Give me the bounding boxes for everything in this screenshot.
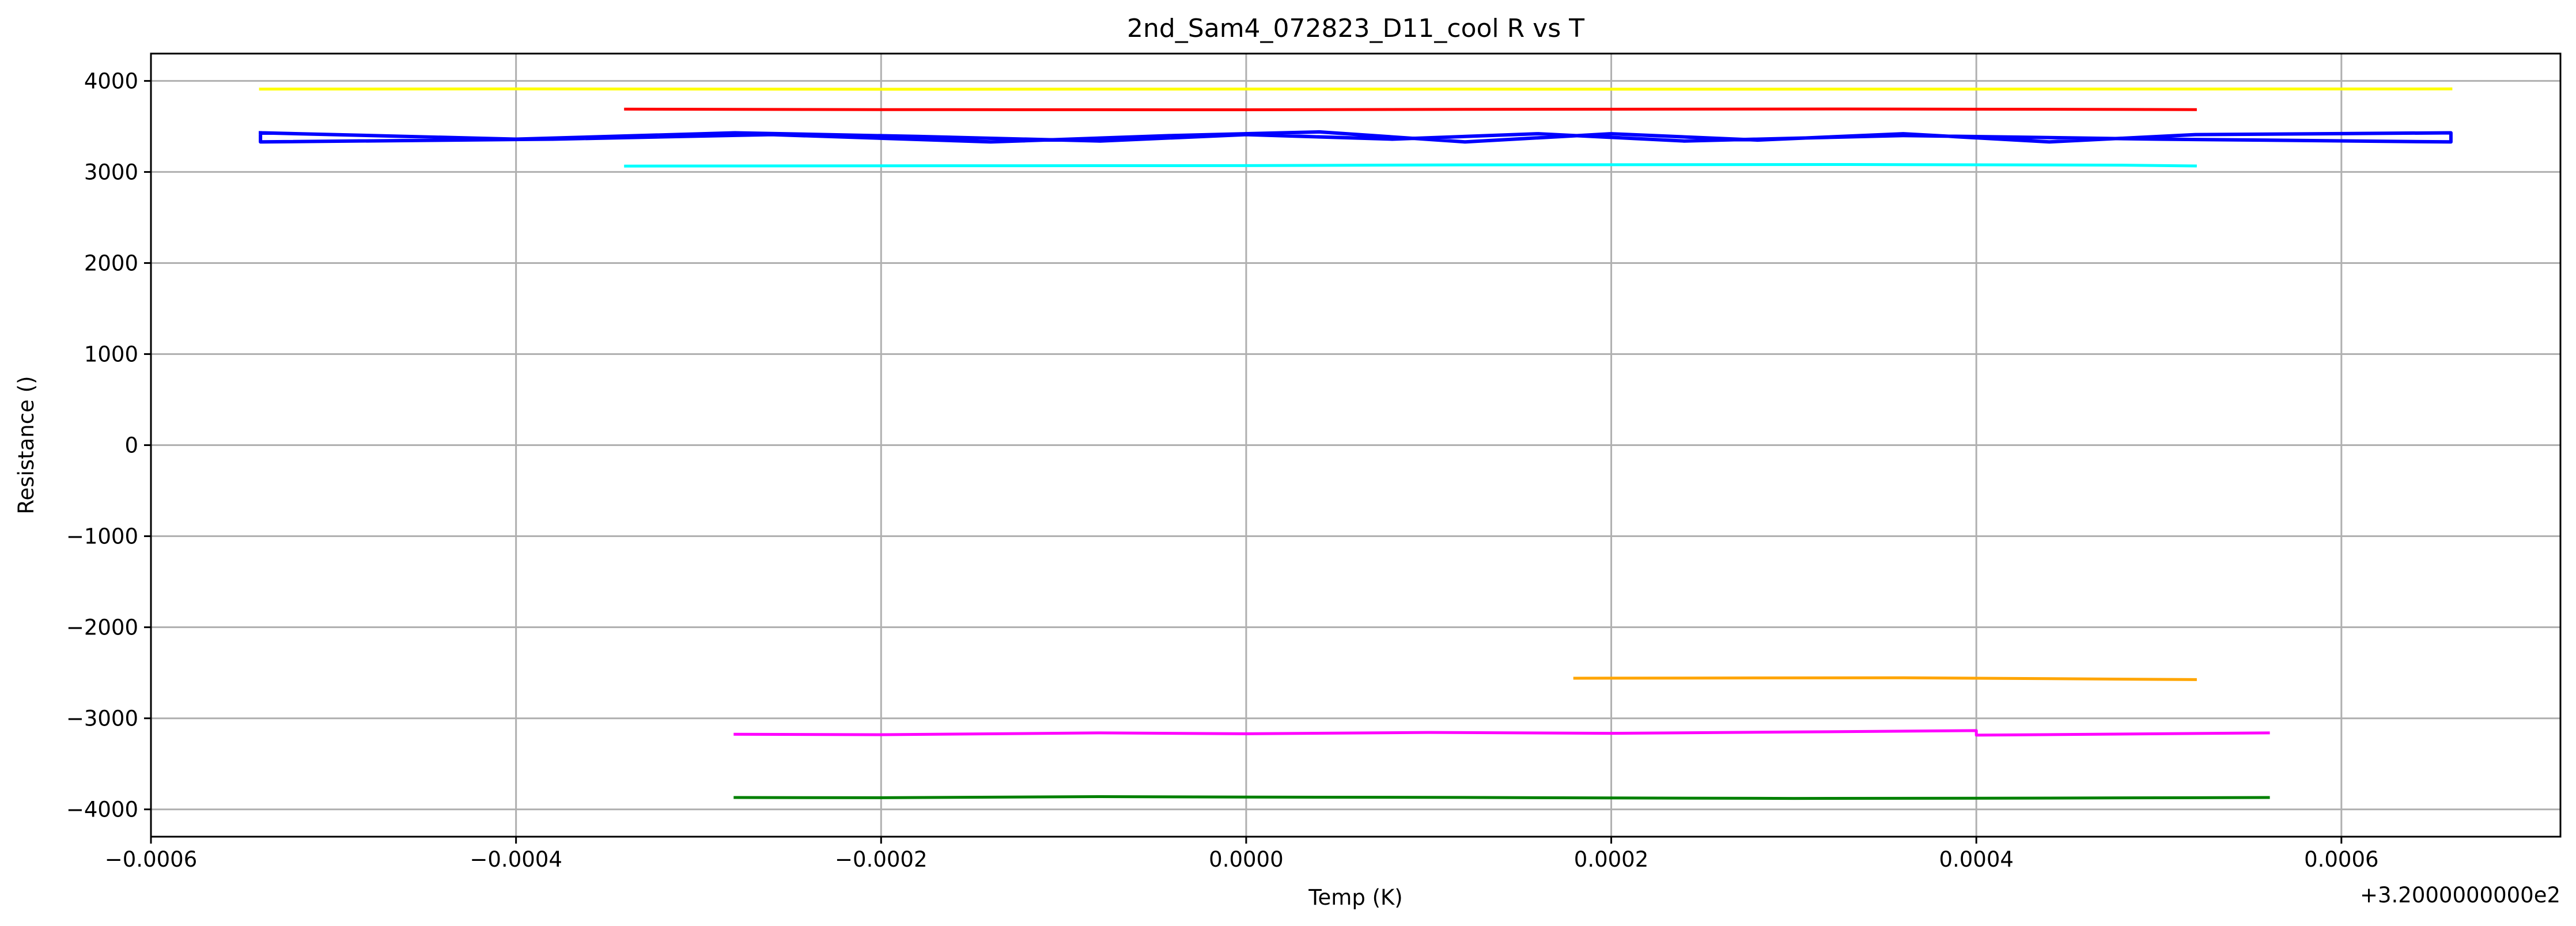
x-axis-offset-label: +3.2000000000e2 xyxy=(2360,883,2560,908)
y-tick-label: 0 xyxy=(124,433,138,458)
x-tick-label: 0.0006 xyxy=(2304,847,2378,872)
y-tick-label: 3000 xyxy=(84,160,138,184)
x-tick-label: −0.0006 xyxy=(105,847,197,872)
x-tick-label: −0.0004 xyxy=(470,847,562,872)
series-group xyxy=(259,87,2453,800)
y-tick-label: −2000 xyxy=(66,615,138,640)
x-tick-label: 0.0004 xyxy=(1939,847,2013,872)
series-line-4 xyxy=(1573,676,2197,681)
chart-title: 2nd_Sam4_072823_D11_cool R vs T xyxy=(1127,14,1584,43)
y-tick-label: −3000 xyxy=(66,706,138,731)
x-axis-label: Temp (K) xyxy=(1308,885,1403,910)
y-tick-label: 1000 xyxy=(84,342,138,366)
series-line-5 xyxy=(733,729,2270,737)
x-tick-label: −0.0002 xyxy=(835,847,927,872)
series-line-3 xyxy=(259,130,2453,144)
y-axis-label: Resistance () xyxy=(14,376,39,514)
ticks: −0.0006 −0.0004 −0.0002 0.0000 0.0002 0.0004 0… xyxy=(66,69,2379,872)
grid xyxy=(150,54,2560,837)
series-line-6 xyxy=(733,795,2270,800)
series-line-2 xyxy=(624,163,2197,168)
x-tick-label: 0.0000 xyxy=(1209,847,1283,872)
y-tick-label: 2000 xyxy=(84,251,138,275)
y-tick-label: −4000 xyxy=(66,798,138,822)
y-tick-label: −1000 xyxy=(66,524,138,549)
x-tick-label: 0.0002 xyxy=(1574,847,1648,872)
y-tick-label: 4000 xyxy=(84,69,138,93)
